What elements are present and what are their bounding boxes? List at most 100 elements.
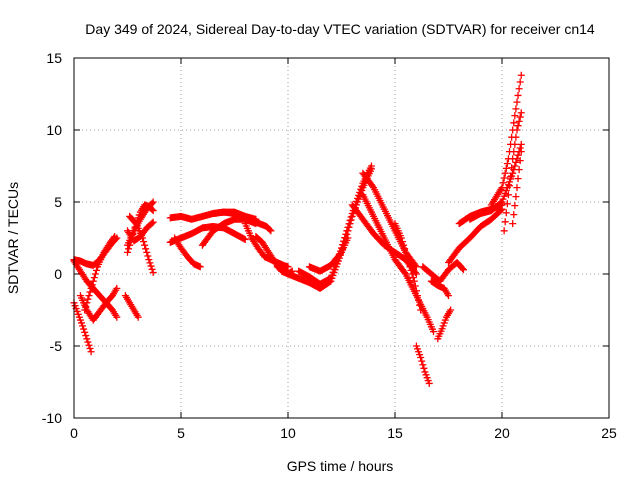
data-point (407, 266, 415, 274)
x-tick-label: 15 (387, 425, 403, 441)
data-point (415, 296, 423, 304)
data-point (512, 105, 520, 113)
data-point (516, 157, 524, 165)
data-point (196, 263, 204, 271)
data-point (87, 284, 95, 292)
data-point (408, 270, 416, 278)
data-point (513, 184, 521, 192)
data-point (514, 91, 522, 99)
data-point (512, 158, 520, 166)
series-sat-y (412, 342, 433, 387)
data-point (147, 262, 155, 270)
data-point (417, 306, 425, 314)
y-tick-label: -10 (42, 410, 62, 426)
data-point (505, 182, 513, 190)
data-point (515, 85, 523, 93)
data-point (367, 162, 375, 170)
data-point (398, 238, 406, 246)
data-point (513, 98, 521, 106)
data-point (330, 265, 338, 273)
x-tick-label: 0 (70, 425, 78, 441)
data-point (516, 144, 524, 152)
data-point (336, 250, 344, 258)
data-point (284, 263, 292, 271)
data-point (148, 219, 156, 227)
data-point (90, 274, 98, 282)
series-sat-aa (427, 277, 452, 300)
data-point (417, 354, 425, 362)
data-point (510, 211, 518, 219)
data-point (327, 274, 335, 282)
series-sat-z (419, 258, 467, 285)
data-point (501, 169, 509, 177)
data-point (146, 259, 154, 267)
data-point (404, 256, 412, 264)
data-point (144, 252, 152, 260)
series-sat-ag (500, 109, 525, 235)
data-point (88, 281, 96, 289)
data-point (344, 234, 352, 242)
data-point (409, 274, 417, 282)
data-point (125, 245, 133, 253)
data-point (445, 292, 452, 300)
data-point (346, 216, 354, 224)
data-points (70, 71, 525, 387)
data-point (85, 292, 93, 300)
data-point (511, 112, 519, 120)
data-point (358, 182, 366, 190)
data-point (514, 122, 522, 130)
data-point (500, 174, 508, 182)
data-point (82, 302, 90, 310)
data-point (149, 207, 157, 215)
series-sat-b (70, 299, 95, 356)
series-sat-ah (509, 148, 525, 228)
data-point (342, 230, 350, 238)
data-point (241, 235, 249, 243)
data-point (459, 266, 467, 274)
data-point (149, 218, 157, 226)
data-point (510, 148, 518, 156)
data-point (405, 259, 413, 267)
data-point (512, 193, 520, 201)
data-point (352, 197, 360, 205)
x-tick-label: 25 (601, 425, 617, 441)
series-sat-ae (466, 140, 525, 223)
data-point (510, 119, 518, 127)
series-sat-r (273, 165, 375, 292)
data-point (85, 341, 93, 349)
data-point (509, 169, 517, 177)
data-point (497, 199, 505, 207)
data-point (513, 126, 521, 134)
data-point (410, 277, 418, 285)
data-point (149, 269, 157, 277)
data-point (83, 335, 91, 343)
data-point (79, 322, 87, 330)
data-point (86, 288, 94, 296)
data-point (509, 155, 517, 163)
data-point (401, 245, 409, 253)
data-point (110, 234, 118, 242)
data-point (511, 140, 519, 148)
data-point (511, 202, 519, 210)
data-point (514, 175, 522, 183)
data-point (517, 109, 525, 117)
series-sat-q (252, 233, 296, 278)
data-point (400, 241, 408, 249)
data-point (411, 282, 419, 290)
data-point (82, 332, 90, 340)
data-point (81, 306, 89, 314)
series-sat-e (81, 233, 119, 314)
data-point (517, 71, 525, 79)
data-point (412, 287, 420, 295)
data-point (354, 194, 362, 202)
x-tick-label: 10 (280, 425, 296, 441)
data-point (498, 184, 506, 192)
data-point (515, 166, 523, 174)
x-tick-label: 5 (177, 425, 185, 441)
data-point (418, 357, 426, 365)
data-point (517, 140, 525, 148)
data-point (357, 185, 365, 193)
data-point (89, 277, 97, 285)
data-point (266, 226, 274, 234)
data-point (91, 270, 99, 278)
